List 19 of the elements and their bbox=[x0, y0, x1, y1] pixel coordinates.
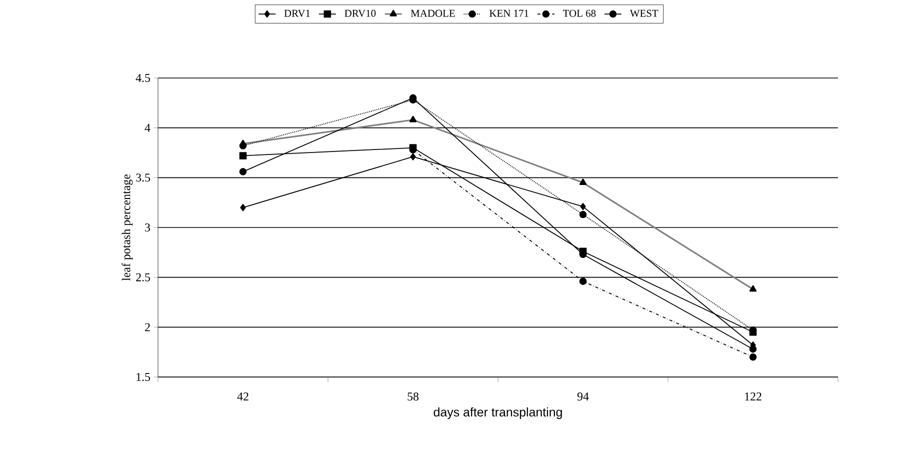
y-tick-label: 2.5 bbox=[136, 273, 150, 282]
legend-label: WEST bbox=[630, 10, 658, 17]
y-tick-label: 1.5 bbox=[136, 372, 150, 382]
y-tick-label: 3 bbox=[145, 223, 150, 232]
legend-label: KEN 171 bbox=[489, 10, 528, 17]
y-axis-title: leaf potash percentage bbox=[122, 174, 133, 281]
x-tick-label: 58 bbox=[408, 392, 419, 401]
y-tick-label: 4.5 bbox=[136, 74, 150, 82]
legend-label: TOL 68 bbox=[563, 10, 596, 17]
x-tick-label: 94 bbox=[577, 392, 589, 400]
y-tick-label: 4 bbox=[144, 124, 150, 132]
legend-label: DRV10 bbox=[344, 10, 376, 17]
legend-label: DRV1 bbox=[284, 10, 310, 17]
x-axis-title: days after transplanting bbox=[434, 407, 562, 419]
y-tick-label: 2 bbox=[145, 323, 150, 332]
y-tick-label: 3.5 bbox=[136, 174, 150, 182]
x-tick-label: 42 bbox=[237, 392, 248, 400]
legend-label: MADOLE bbox=[410, 10, 455, 17]
x-tick-label: 122 bbox=[745, 392, 762, 400]
